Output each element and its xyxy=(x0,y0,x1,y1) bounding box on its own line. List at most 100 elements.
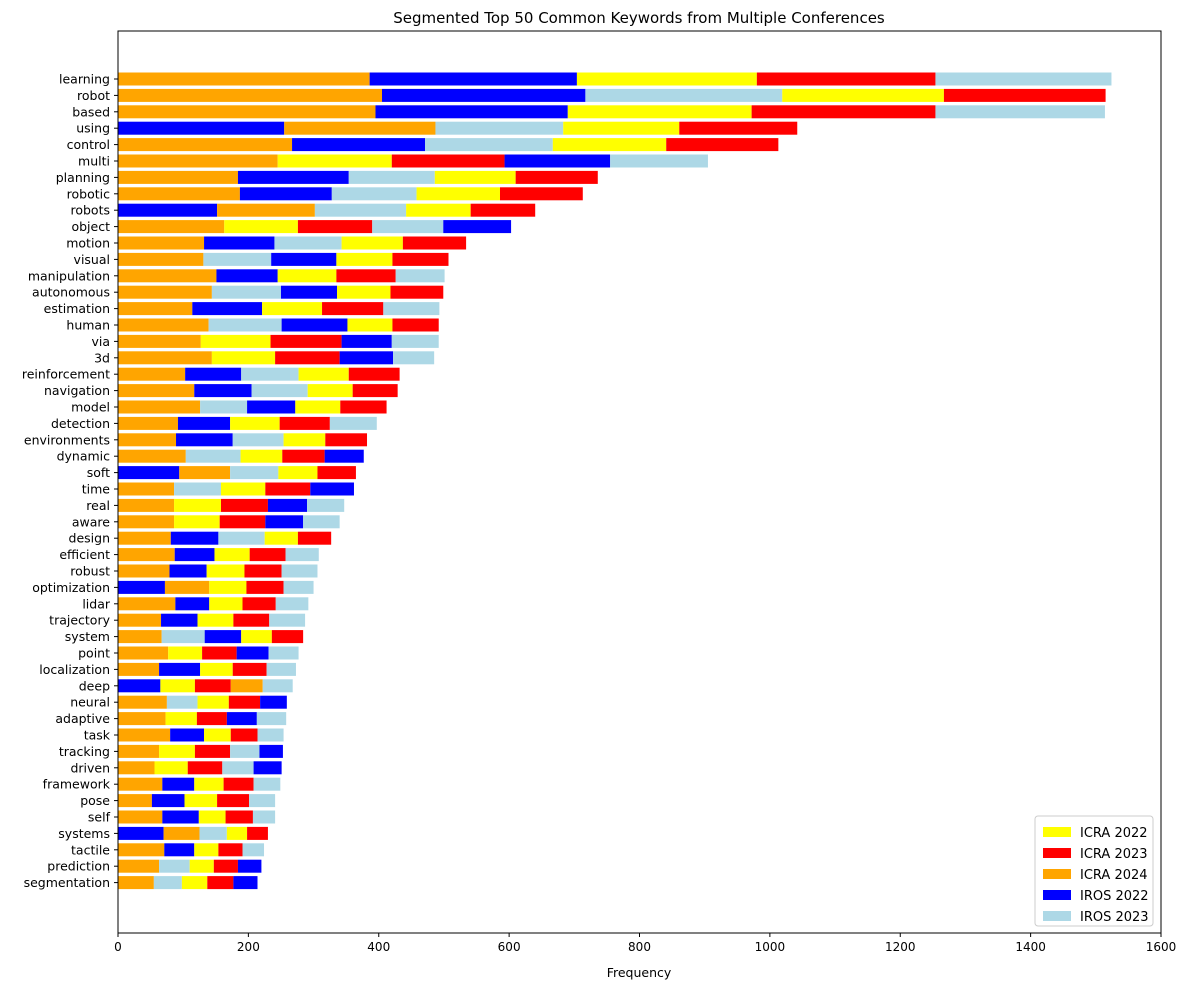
bar-segment-detection-icra-2022 xyxy=(230,416,280,430)
bar-segment-robots-icra-2022 xyxy=(406,203,471,217)
bar-segment-learning-iros-2023 xyxy=(935,72,1112,86)
bar-segment-soft-icra-2022 xyxy=(278,466,318,480)
bar-segment-self-iros-2023 xyxy=(252,810,276,824)
y-tick-label-robots: robots xyxy=(70,203,110,218)
y-tick-label-tactile: tactile xyxy=(71,842,110,857)
bar-segment-robot-icra-2024 xyxy=(118,88,383,102)
bar-segment-dynamic-iros-2023 xyxy=(185,449,241,463)
bar-segment-soft-iros-2023 xyxy=(230,466,279,480)
bar-segment-visual-iros-2022 xyxy=(271,252,337,266)
bar-segment-planning-icra-2022 xyxy=(434,170,516,184)
bar-segment-using-icra-2023 xyxy=(679,121,798,135)
bar-segment-optimization-iros-2023 xyxy=(283,580,314,594)
bar-segment-environments-icra-2022 xyxy=(283,433,326,447)
bar-segment-based-icra-2023 xyxy=(751,105,936,119)
bar-segment-robust-icra-2022 xyxy=(206,564,245,578)
x-axis-ticks: 0 200 400 600 800 1000 1200 1400 1600 xyxy=(114,933,1176,954)
bar-segment-system-icra-2022 xyxy=(241,630,272,644)
bar-segment-object-icra-2022 xyxy=(224,220,298,234)
bar-segment-design-iros-2022 xyxy=(170,531,219,545)
bar-segment-tracking-icra-2024 xyxy=(118,744,160,758)
bar-segment-aware-iros-2022 xyxy=(265,515,304,529)
bar-segment-navigation-iros-2023 xyxy=(251,384,308,398)
bar-segment-control-icra-2022 xyxy=(552,138,667,152)
bar-segment-self-icra-2023 xyxy=(225,810,253,824)
y-tick-label-planning: planning xyxy=(56,170,110,185)
bar-segment-manipulation-iros-2023 xyxy=(395,269,445,283)
bar-segment-segmentation-icra-2022 xyxy=(181,876,208,890)
bar-segment-object-iros-2022 xyxy=(443,220,512,234)
bar-segment-neural-icra-2022 xyxy=(197,695,229,709)
bar-segment-reinforcement-icra-2022 xyxy=(298,367,349,381)
x-tick-label-0: 0 xyxy=(114,940,122,954)
bar-segment-design-icra-2023 xyxy=(297,531,332,545)
bar-segment-localization-iros-2022 xyxy=(159,662,201,676)
y-tick-label-task: task xyxy=(84,728,111,743)
bar-segment-optimization-icra-2024 xyxy=(164,580,210,594)
bar-segment-task-icra-2023 xyxy=(230,728,258,742)
bar-segment-pose-icra-2022 xyxy=(184,794,218,808)
bar-segment-motion-iros-2023 xyxy=(274,236,342,250)
bar-segment-tracking-icra-2022 xyxy=(159,744,195,758)
bar-segment-manipulation-icra-2024 xyxy=(118,269,217,283)
bar-segment-efficient-icra-2022 xyxy=(214,548,250,562)
bar-segment-point-icra-2024 xyxy=(118,646,169,660)
bar-segment-autonomous-icra-2023 xyxy=(390,285,444,299)
bar-segment-driven-icra-2023 xyxy=(187,761,223,775)
bar-segment-deep-iros-2022 xyxy=(118,679,161,693)
bar-segment-dynamic-icra-2022 xyxy=(240,449,283,463)
bar-segment-time-icra-2023 xyxy=(265,482,311,496)
bar-segment-robot-icra-2023 xyxy=(943,88,1106,102)
bar-segment-driven-icra-2022 xyxy=(154,761,188,775)
bar-segment-task-iros-2022 xyxy=(170,728,205,742)
bar-segment-based-iros-2022 xyxy=(375,105,568,119)
legend-swatch-iros-2023 xyxy=(1043,911,1071,921)
y-tick-label-estimation: estimation xyxy=(44,301,110,316)
bar-segment-system-icra-2023 xyxy=(271,630,304,644)
bar-segment-tactile-iros-2023 xyxy=(242,843,265,857)
bar-segment-prediction-icra-2024 xyxy=(118,859,160,873)
y-tick-label-deep: deep xyxy=(79,678,110,693)
y-tick-label-human: human xyxy=(66,318,110,333)
x-tick-label-1000: 1000 xyxy=(755,940,786,954)
bar-segment-using-iros-2023 xyxy=(435,121,564,135)
bar-segment-systems-iros-2023 xyxy=(199,826,227,840)
bar-segment-deep-icra-2023 xyxy=(194,679,231,693)
bar-segment-system-icra-2024 xyxy=(118,630,162,644)
bar-segment-via-iros-2023 xyxy=(391,334,439,348)
bar-segment-self-icra-2024 xyxy=(118,810,163,824)
bar-segment-soft-iros-2022 xyxy=(118,466,180,480)
bar-segment-model-icra-2022 xyxy=(295,400,341,414)
bar-segment-robots-iros-2022 xyxy=(118,203,218,217)
y-tick-label-systems: systems xyxy=(58,826,110,841)
bar-segment-control-iros-2022 xyxy=(292,138,426,152)
y-tick-label-multi: multi xyxy=(78,154,110,169)
y-tick-label-robust: robust xyxy=(70,564,110,579)
bar-segment-environments-iros-2022 xyxy=(176,433,233,447)
bar-segment-estimation-icra-2023 xyxy=(322,302,384,316)
bar-segment-object-icra-2023 xyxy=(297,220,373,234)
bar-segment-time-iros-2022 xyxy=(310,482,354,496)
bar-segment-design-icra-2024 xyxy=(118,531,171,545)
bar-segment-systems-icra-2024 xyxy=(163,826,200,840)
bar-segment-control-iros-2023 xyxy=(425,138,553,152)
bar-segment-via-icra-2022 xyxy=(200,334,271,348)
bar-segment-detection-iros-2022 xyxy=(177,416,231,430)
bar-segment-manipulation-icra-2023 xyxy=(336,269,396,283)
bar-segment-real-icra-2023 xyxy=(220,498,268,512)
bar-segment-robust-icra-2024 xyxy=(118,564,170,578)
bar-segment-detection-iros-2023 xyxy=(329,416,377,430)
bar-segment-tactile-icra-2023 xyxy=(218,843,243,857)
y-tick-label-system: system xyxy=(65,629,110,644)
y-tick-label-detection: detection xyxy=(51,416,110,431)
y-tick-label-framework: framework xyxy=(43,777,111,792)
bar-segment-human-iros-2023 xyxy=(208,318,282,332)
bar-segment-trajectory-icra-2022 xyxy=(197,613,234,627)
bar-segment-autonomous-iros-2022 xyxy=(280,285,338,299)
y-tick-label-manipulation: manipulation xyxy=(28,268,110,283)
bar-segment-motion-icra-2022 xyxy=(341,236,403,250)
bar-segment-efficient-icra-2023 xyxy=(249,548,286,562)
bar-segment-based-icra-2022 xyxy=(567,105,752,119)
bar-segment-tactile-icra-2024 xyxy=(118,843,165,857)
